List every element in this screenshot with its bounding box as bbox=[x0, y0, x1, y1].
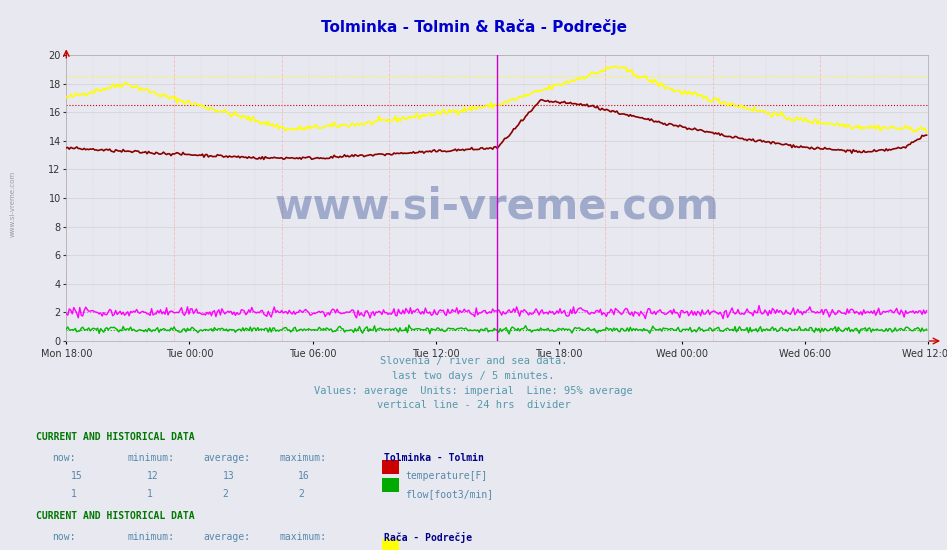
Text: now:: now: bbox=[52, 532, 76, 542]
Text: 1: 1 bbox=[71, 489, 77, 499]
Text: 2: 2 bbox=[223, 489, 228, 499]
Text: www.si-vreme.com: www.si-vreme.com bbox=[9, 170, 15, 236]
Text: average:: average: bbox=[204, 453, 251, 463]
Text: Tolminka - Tolmin & Rača - Podrečje: Tolminka - Tolmin & Rača - Podrečje bbox=[320, 19, 627, 35]
Text: last two days / 5 minutes.: last two days / 5 minutes. bbox=[392, 371, 555, 381]
Text: flow[foot3/min]: flow[foot3/min] bbox=[405, 489, 493, 499]
Text: 12: 12 bbox=[147, 471, 158, 481]
Text: 1: 1 bbox=[147, 489, 152, 499]
Text: Slovenia / river and sea data.: Slovenia / river and sea data. bbox=[380, 356, 567, 366]
Text: now:: now: bbox=[52, 453, 76, 463]
Text: 15: 15 bbox=[71, 471, 82, 481]
Text: 16: 16 bbox=[298, 471, 310, 481]
Text: vertical line - 24 hrs  divider: vertical line - 24 hrs divider bbox=[377, 400, 570, 410]
Text: maximum:: maximum: bbox=[279, 532, 327, 542]
Text: Values: average  Units: imperial  Line: 95% average: Values: average Units: imperial Line: 95… bbox=[314, 386, 633, 395]
Text: CURRENT AND HISTORICAL DATA: CURRENT AND HISTORICAL DATA bbox=[36, 511, 195, 521]
Text: average:: average: bbox=[204, 532, 251, 542]
Text: 13: 13 bbox=[223, 471, 234, 481]
Text: maximum:: maximum: bbox=[279, 453, 327, 463]
Text: Tolminka - Tolmin: Tolminka - Tolmin bbox=[384, 453, 483, 463]
Text: minimum:: minimum: bbox=[128, 532, 175, 542]
Text: CURRENT AND HISTORICAL DATA: CURRENT AND HISTORICAL DATA bbox=[36, 432, 195, 442]
Text: www.si-vreme.com: www.si-vreme.com bbox=[275, 185, 720, 228]
Text: Rača - Podrečje: Rača - Podrečje bbox=[384, 532, 472, 543]
Text: 2: 2 bbox=[298, 489, 304, 499]
Text: temperature[F]: temperature[F] bbox=[405, 471, 488, 481]
Text: minimum:: minimum: bbox=[128, 453, 175, 463]
